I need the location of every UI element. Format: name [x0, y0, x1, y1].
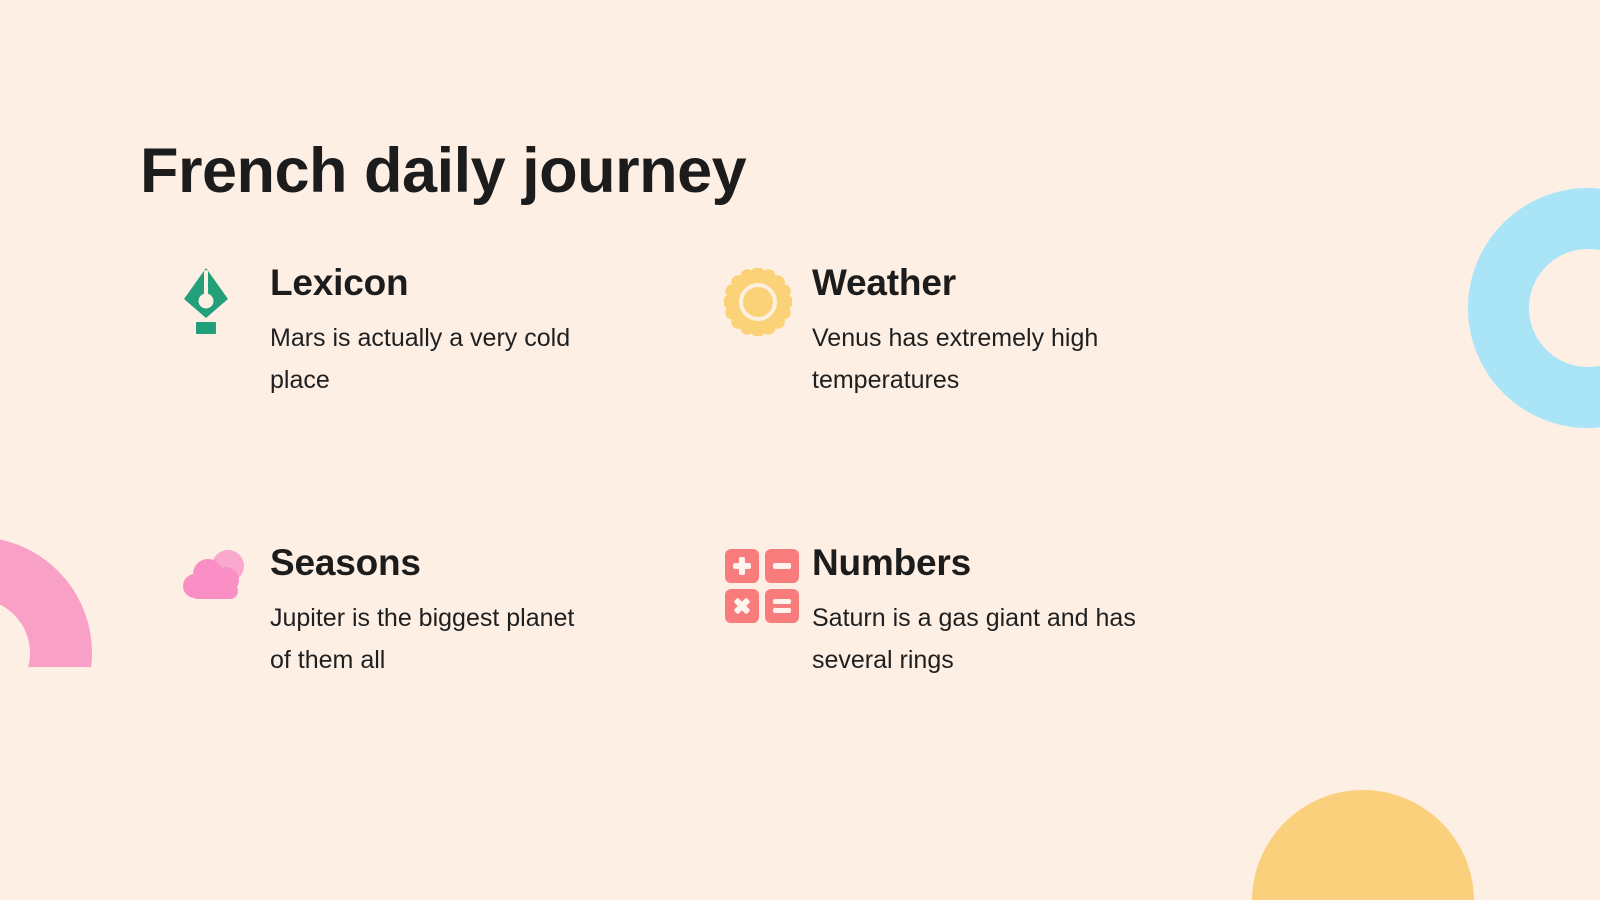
feature-title: Numbers [812, 542, 971, 583]
feature-description: Saturn is a gas giant and has several ri… [812, 603, 1136, 675]
feature-title: Weather [812, 262, 956, 303]
feature-description: Jupiter is the biggest planet of them al… [270, 603, 575, 675]
feature-item-weather[interactable]: Weather Venus has extremely high tempera… [724, 262, 1266, 542]
feature-title: Seasons [270, 542, 421, 583]
feature-description: Mars is actually a very cold place [270, 323, 571, 395]
pink-arc-shape [0, 537, 92, 667]
feature-grid: Lexicon Mars is actually a very cold pla… [182, 262, 1292, 822]
feature-description: Venus has extremely high temperatures [812, 323, 1099, 395]
feature-item-lexicon[interactable]: Lexicon Mars is actually a very cold pla… [182, 262, 724, 542]
cloud-icon [182, 542, 270, 612]
feature-text-numbers: Numbers Saturn is a gas giant and has se… [812, 542, 1142, 682]
feature-item-seasons[interactable]: Seasons Jupiter is the biggest planet of… [182, 542, 724, 822]
page-title: French daily journey [140, 136, 747, 207]
sun-badge-icon [724, 262, 812, 336]
calculator-keys-icon [724, 542, 812, 623]
feature-item-numbers[interactable]: Numbers Saturn is a gas giant and has se… [724, 542, 1266, 822]
pen-nib-icon [182, 262, 270, 334]
feature-text-weather: Weather Venus has extremely high tempera… [812, 262, 1142, 402]
pink-arc-decoration [0, 537, 95, 667]
feature-text-lexicon: Lexicon Mars is actually a very cold pla… [270, 262, 600, 402]
feature-text-seasons: Seasons Jupiter is the biggest planet of… [270, 542, 600, 682]
blue-ring-decoration [1468, 188, 1600, 428]
feature-title: Lexicon [270, 262, 409, 303]
